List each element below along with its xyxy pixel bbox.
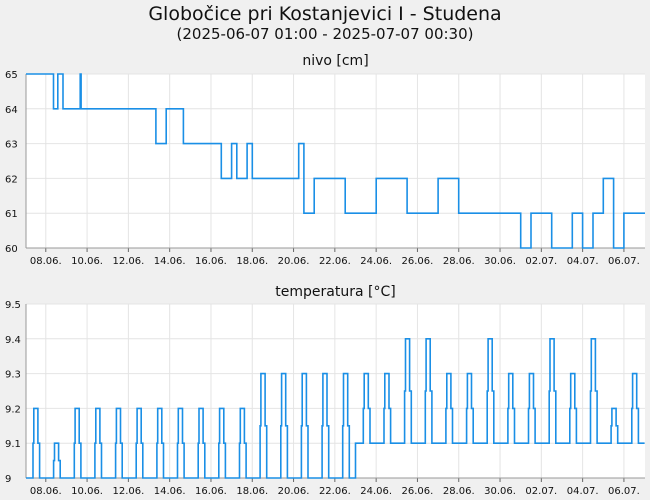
- x-tick-label: 24.06.: [360, 256, 392, 267]
- y-tick-label: 64: [5, 105, 18, 116]
- y-tick-label: 9: [5, 474, 11, 485]
- x-tick-label: 14.06.: [154, 486, 186, 497]
- y-tick-label: 9.2: [5, 404, 21, 415]
- plot-area: [26, 304, 645, 478]
- x-tick-label: 04.07.: [567, 486, 599, 497]
- plot-area: [26, 74, 645, 248]
- x-tick-label: 28.06.: [443, 256, 475, 267]
- y-tick-label: 9.1: [5, 439, 21, 450]
- x-tick-label: 26.06.: [402, 256, 434, 267]
- x-tick-label: 04.07.: [567, 256, 599, 267]
- page-title: Globočice pri Kostanjevici I - Studena: [148, 3, 502, 25]
- y-tick-label: 9.4: [5, 335, 21, 346]
- panel-title: nivo [cm]: [302, 53, 368, 69]
- y-tick-label: 65: [5, 70, 18, 81]
- x-tick-label: 18.06.: [236, 256, 268, 267]
- x-tick-label: 22.06.: [319, 256, 351, 267]
- x-tick-label: 30.06.: [484, 486, 516, 497]
- y-tick-label: 62: [5, 174, 18, 185]
- x-tick-label: 24.06.: [360, 486, 392, 497]
- series-line: [26, 338, 645, 479]
- y-tick-label: 9.3: [5, 370, 21, 381]
- x-tick-label: 12.06.: [112, 486, 144, 497]
- x-tick-label: 16.06.: [195, 486, 227, 497]
- x-tick-label: 10.06.: [71, 256, 103, 267]
- x-tick-label: 06.07.: [608, 486, 640, 497]
- x-tick-label: 28.06.: [443, 486, 475, 497]
- x-tick-label: 12.06.: [112, 256, 144, 267]
- x-tick-label: 20.06.: [278, 256, 310, 267]
- y-tick-label: 61: [5, 209, 18, 220]
- x-tick-label: 02.07.: [525, 256, 557, 267]
- x-tick-label: 18.06.: [236, 486, 268, 497]
- panel-title: temperatura [°C]: [275, 284, 395, 300]
- y-tick-label: 60: [5, 244, 18, 255]
- x-tick-label: 22.06.: [319, 486, 351, 497]
- x-tick-label: 08.06.: [30, 486, 62, 497]
- series-line: [26, 73, 645, 249]
- x-tick-label: 30.06.: [484, 256, 516, 267]
- x-tick-label: 16.06.: [195, 256, 227, 267]
- x-tick-label: 02.07.: [525, 486, 557, 497]
- x-tick-label: 26.06.: [402, 486, 434, 497]
- x-tick-label: 14.06.: [154, 256, 186, 267]
- y-tick-label: 63: [5, 140, 18, 151]
- x-tick-label: 20.06.: [278, 486, 310, 497]
- x-tick-label: 06.07.: [608, 256, 640, 267]
- x-tick-label: 10.06.: [71, 486, 103, 497]
- x-tick-label: 08.06.: [30, 256, 62, 267]
- page-subtitle: (2025-06-07 01:00 - 2025-07-07 00:30): [176, 25, 474, 43]
- y-tick-label: 9.5: [5, 300, 21, 311]
